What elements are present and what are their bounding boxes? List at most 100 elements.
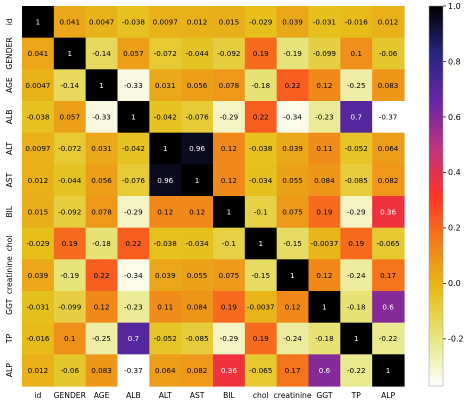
- heatmap-cell: [244, 196, 278, 229]
- heatmap-cell: [213, 37, 246, 70]
- cell-value-label: 0.075: [282, 207, 303, 216]
- y-tick-label: ALT: [5, 142, 14, 155]
- heatmap-cell: [244, 101, 278, 134]
- cell-value-label: -0.052: [154, 334, 177, 343]
- heatmap-cell: [22, 164, 55, 197]
- colorbar-gradient: [428, 5, 444, 387]
- heatmap-cell: [149, 354, 182, 387]
- heatmap-cell: [308, 69, 341, 102]
- colorbar-tick-label: 0.0: [448, 279, 461, 288]
- cell-value-label: 0.36: [221, 366, 237, 375]
- heatmap-cell: [308, 227, 341, 260]
- heatmap-cell: [372, 196, 405, 229]
- x-tick-label: ALB: [126, 391, 141, 400]
- heatmap-cell: [372, 259, 405, 292]
- cell-value-label: 0.11: [157, 302, 173, 311]
- cell-value-label: 0.056: [187, 81, 208, 90]
- cell-value-label: -0.18: [251, 81, 270, 90]
- heatmap-cell: [117, 196, 150, 229]
- heatmap-cells: [22, 6, 405, 387]
- heatmap-cell: [276, 6, 310, 39]
- cell-value-label: -0.099: [313, 49, 337, 58]
- cell-value-label: -0.072: [58, 144, 81, 153]
- heatmap-cell: [53, 259, 87, 292]
- cell-value-label: -0.19: [283, 49, 302, 58]
- heatmap-cell: [149, 322, 182, 355]
- heatmap-cell: [181, 259, 214, 292]
- heatmap-cell: [372, 354, 405, 387]
- cell-value-label: 0.19: [253, 334, 269, 343]
- heatmap-cell: [213, 291, 246, 324]
- heatmap-cell: [85, 196, 119, 229]
- cell-value-label: 0.064: [155, 366, 176, 375]
- heatmap-cell: [181, 101, 214, 134]
- heatmap-cell: [117, 354, 150, 387]
- cell-value-label: -0.1: [254, 207, 268, 216]
- heatmap-cell: [85, 6, 119, 39]
- heatmap-cell: [276, 37, 310, 70]
- cell-value-label: -0.33: [124, 81, 143, 90]
- heatmap-cell: [244, 354, 278, 387]
- heatmap-cell: [340, 227, 373, 260]
- cell-value-label: -0.06: [60, 366, 79, 375]
- cell-value-label: 0.055: [187, 271, 208, 280]
- heatmap-cell: [149, 259, 182, 292]
- cell-value-label: -0.37: [379, 112, 398, 121]
- heatmap-cell: [85, 354, 119, 387]
- heatmap-cell: [149, 291, 182, 324]
- heatmap-cell: [85, 291, 119, 324]
- cell-value-label: -0.044: [58, 176, 82, 185]
- cell-value-label: -0.076: [185, 112, 209, 121]
- x-axis-tick-labels: id GENDER AGE ALB ALT AST BIL chol creatinine GGT…: [34, 391, 395, 400]
- cell-value-label: 0.96: [157, 176, 173, 185]
- cell-value-label: 0.056: [91, 176, 112, 185]
- cell-value-label: 1: [131, 112, 136, 121]
- y-tick-label: TP: [5, 333, 14, 344]
- heatmap-cell: [340, 164, 373, 197]
- heatmap-cell: [117, 37, 150, 70]
- cell-value-label: -0.1: [222, 239, 236, 248]
- cell-value-label: -0.18: [347, 302, 366, 311]
- cell-value-label: 0.36: [380, 207, 396, 216]
- cell-value-label: 0.012: [28, 176, 49, 185]
- cell-value-label: 1: [195, 176, 200, 185]
- heatmap-cell: [181, 164, 214, 197]
- cell-value-label: 0.084: [314, 176, 335, 185]
- cell-value-label: 0.0097: [153, 17, 178, 26]
- heatmap-cell: [53, 132, 87, 165]
- heatmap-cell: [213, 132, 246, 165]
- heatmap-cell: [276, 101, 310, 134]
- cell-value-label: 0.078: [91, 207, 112, 216]
- x-tick-label: creatinine: [274, 391, 312, 400]
- cell-value-label: 0.055: [282, 176, 303, 185]
- heatmap-cell: [53, 101, 87, 134]
- heatmap-cell: [149, 227, 182, 260]
- heatmap-cell: [308, 37, 341, 70]
- y-axis-tick-labels: id GENDER AGE ALB ALT AST BIL chol creatinine GGT…: [5, 18, 14, 377]
- cell-value-label: 1: [322, 302, 327, 311]
- heatmap-cell: [308, 354, 341, 387]
- x-tick-label: TP: [351, 391, 362, 400]
- heatmap-cell: [22, 259, 55, 292]
- heatmap-cell: [149, 164, 182, 197]
- heatmap-cell: [53, 291, 87, 324]
- heatmap-cell: [308, 6, 341, 39]
- cell-value-label: 0.0047: [25, 81, 50, 90]
- cell-value-label: 0.039: [28, 271, 49, 280]
- cell-value-label: -0.15: [251, 271, 270, 280]
- heatmap-cell: [149, 6, 182, 39]
- heatmap-cell: [276, 164, 310, 197]
- heatmap-cell: [308, 322, 341, 355]
- cell-value-label: 0.12: [285, 302, 301, 311]
- heatmap-cell: [372, 101, 405, 134]
- cell-value-label: -0.15: [283, 239, 302, 248]
- heatmap-cell: [213, 322, 246, 355]
- y-tick-label: BIL: [5, 205, 14, 217]
- cell-value-label: -0.29: [220, 334, 239, 343]
- cell-value-label: 0.039: [282, 144, 303, 153]
- heatmap-cell: [22, 101, 55, 134]
- cell-value-label: 0.17: [285, 366, 301, 375]
- cell-value-label: 0.7: [128, 334, 139, 343]
- colorbar-tick-label: 0.8: [448, 57, 461, 66]
